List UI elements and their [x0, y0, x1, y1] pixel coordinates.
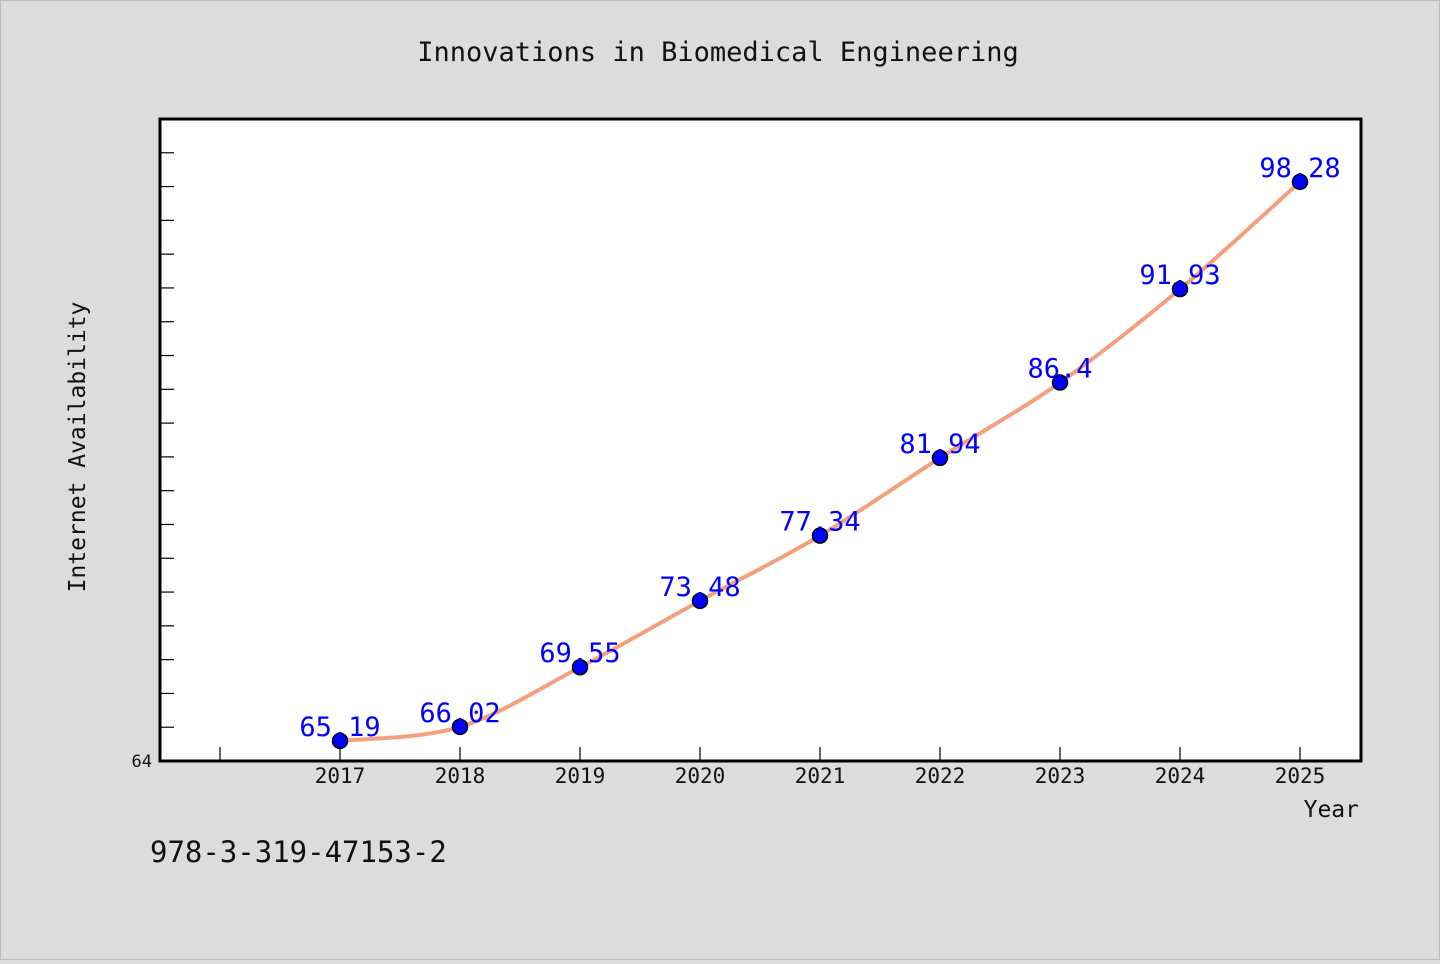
x-tick-label: 2022: [915, 764, 966, 788]
data-point: [451, 718, 469, 736]
data-label: 73.48: [659, 572, 740, 603]
chart-title: Innovations in Biomedical Engineering: [417, 37, 1018, 68]
x-tick-label: 2025: [1275, 764, 1326, 788]
data-label: 98.28: [1259, 153, 1340, 184]
data-point: [1171, 280, 1189, 298]
plot-area: [158, 117, 1363, 763]
data-point: [331, 732, 349, 750]
x-tick-label: 2021: [795, 764, 846, 788]
data-point: [1291, 173, 1309, 191]
x-tick-label: 2023: [1035, 764, 1086, 788]
data-point: [691, 592, 709, 610]
data-label: 66.02: [419, 698, 500, 729]
x-tick-label: 2024: [1155, 764, 1206, 788]
data-label: 77.34: [779, 507, 860, 538]
series-group: 65.19 66.02 69.55 73.48 77.34 81.94 86.4 91.93 9…: [299, 153, 1341, 750]
data-point: [571, 658, 589, 676]
y-axis-label: Internet Availability: [65, 302, 91, 593]
data-label: 91.93: [1139, 260, 1220, 291]
data-point: [811, 527, 829, 544]
y-axis-ticks: 64: [132, 152, 174, 772]
data-label: 81.94: [899, 429, 980, 460]
isbn-annotation: 978-3-319-47153-2: [150, 835, 447, 869]
data-label: 86.4: [1027, 354, 1092, 385]
x-axis-ticks: 2017 2018 2019 2020 2021 2022 2023 2024 2025: [219, 747, 1326, 788]
x-tick-label: 2020: [675, 764, 726, 788]
x-tick-label: 2018: [435, 764, 486, 788]
data-point: [1051, 374, 1069, 391]
x-tick-label: 2019: [555, 764, 606, 788]
data-label: 69.55: [539, 638, 620, 669]
data-label: 65.19: [299, 712, 380, 743]
x-tick-label: 2017: [315, 764, 366, 788]
x-axis-label: Year: [1304, 797, 1359, 823]
data-point: [931, 449, 949, 467]
y-tick-label: 64: [132, 752, 152, 772]
